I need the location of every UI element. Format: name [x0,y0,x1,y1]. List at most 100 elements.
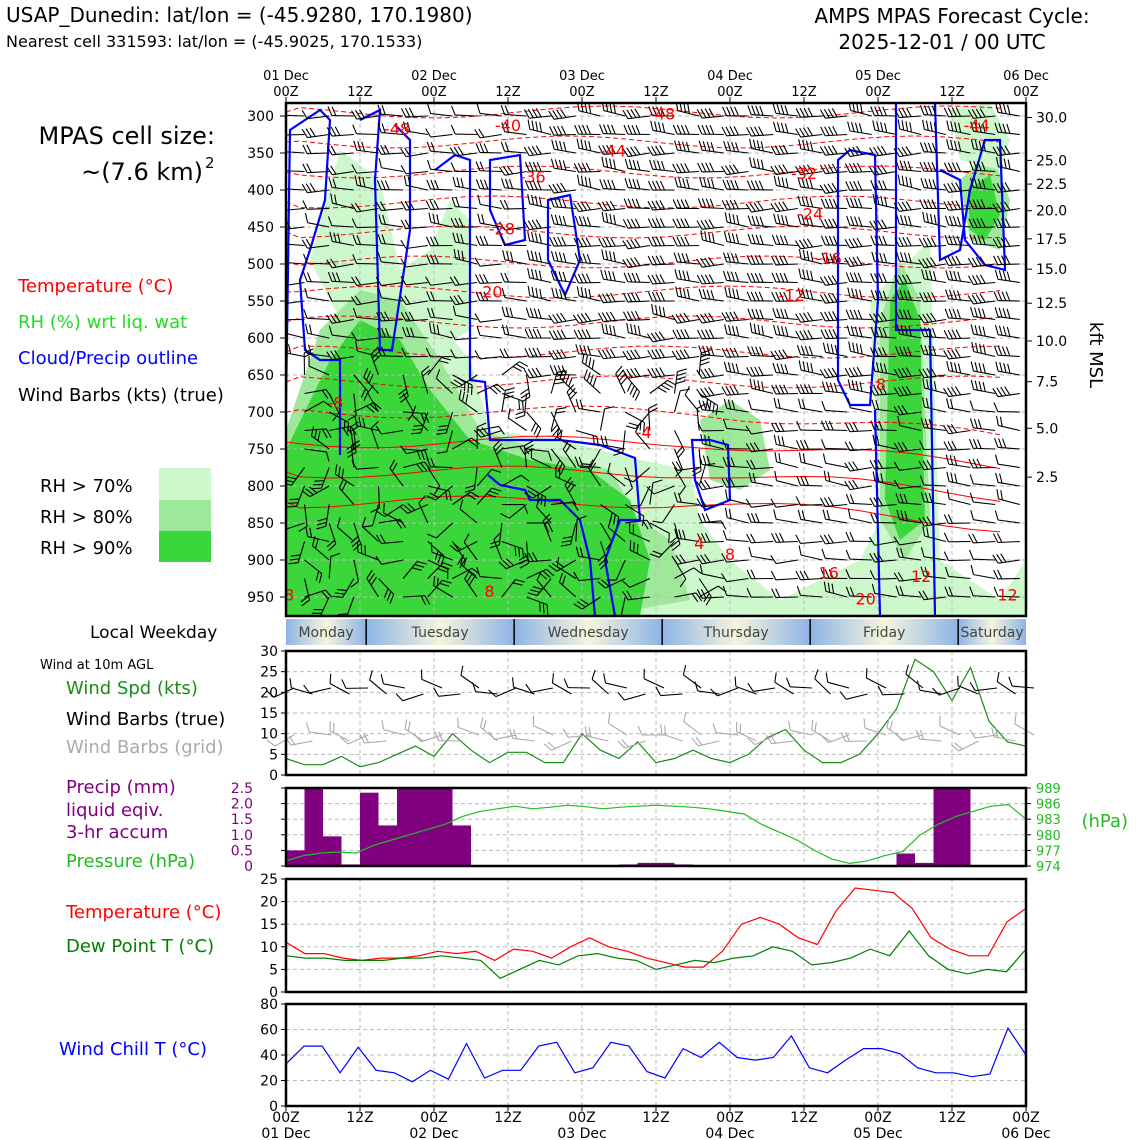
barb-feather [783,291,789,302]
wind-barb [617,692,646,701]
barb-feather [432,323,436,334]
barb-feather [424,413,430,423]
barb-feather [875,362,880,373]
barb-feather [686,289,690,299]
barb-feather [547,451,552,461]
barb-shaft [418,502,429,524]
barb-feather [943,201,950,211]
wind-barb [336,517,355,542]
wind-barb [896,324,922,339]
barb-feather [828,311,834,321]
wind-barb [420,365,431,394]
barb-feather [304,352,314,358]
wind-barb [845,309,872,321]
barb-feather [623,272,629,283]
barb-feather [501,287,506,298]
barb-feather [404,147,411,157]
barb-feather [696,109,703,119]
barb-feather [534,269,539,280]
barb-feather [278,311,282,320]
barb-feather [370,421,379,429]
barb-feather [970,139,975,149]
barb-feather [859,344,863,355]
wind-barb [326,522,337,551]
barb-shaft [427,467,441,487]
wind-barb [400,147,428,158]
wind-barb [501,474,530,487]
barb-feather [674,528,678,539]
barb-feather [701,162,707,173]
wind-barb [796,384,823,395]
barb-feather [651,236,658,247]
barb-feather [858,123,863,134]
barb-feather [404,107,411,118]
precip-bar [378,825,397,866]
barb-feather [947,387,954,397]
barb-feather [408,311,415,321]
wind-barb [460,665,480,689]
barb-feather [301,490,311,498]
wind-barb [893,367,922,379]
barb-feather [627,272,633,283]
wind-barb [450,374,478,388]
barb-feather [538,270,542,281]
barb-feather [479,291,485,301]
barb-shaft [371,504,380,526]
barb-feather [871,251,876,262]
weekday-segment [662,619,811,645]
cloud-outline-segment [933,103,1007,272]
wind-barb [847,379,872,395]
barb-feather [366,405,375,413]
barb-feather [734,106,740,117]
wind-barb [796,420,823,432]
barb-feather [871,361,876,372]
barb-feather [553,236,559,247]
barb-feather [598,145,604,155]
barb-shaft [939,725,961,736]
barb-feather [400,148,407,158]
barb-feather [635,125,641,135]
barb-feather [581,273,588,283]
barb-feather [931,162,937,172]
barb-feather [820,439,826,449]
barb-feather [721,478,728,488]
barb-feather [654,331,662,341]
wind-barb [637,725,664,736]
wind-barb [970,121,996,136]
barb-feather [725,199,732,210]
wind-barb [845,569,872,580]
barb-feather [289,558,300,561]
barb-feather [531,194,535,205]
barb-feather [727,399,732,410]
barb-feather [997,346,1003,356]
barb-feather [696,314,703,324]
barb-feather [761,325,765,336]
temperature-contour-label: 4 [694,534,704,553]
barb-feather [1001,291,1007,301]
barb-feather [992,203,999,213]
barb-feather [574,124,580,135]
barb-feather [351,276,358,286]
barb-feather [634,238,641,248]
wind-barb [995,472,1020,487]
wind-tick-label: 5 [269,747,278,763]
barb-feather [350,440,360,447]
barb-feather [352,234,358,245]
wind-barb [992,182,1020,193]
barb-feather [443,562,453,567]
barb-shaft [551,501,574,506]
barb-feather [403,504,412,513]
barb-feather [561,236,567,246]
barb-feather [923,292,929,302]
barb-feather [525,683,532,693]
wind-barb [869,145,897,157]
barb-feather [477,428,486,437]
barb-feather [330,552,341,558]
barb-feather [289,498,300,501]
barb-shaft [536,579,552,598]
temperature-contour [286,135,1001,149]
wind-barb [747,346,774,358]
wind-barb [652,504,675,524]
barb-feather [870,513,876,523]
barb-feather [969,418,974,428]
